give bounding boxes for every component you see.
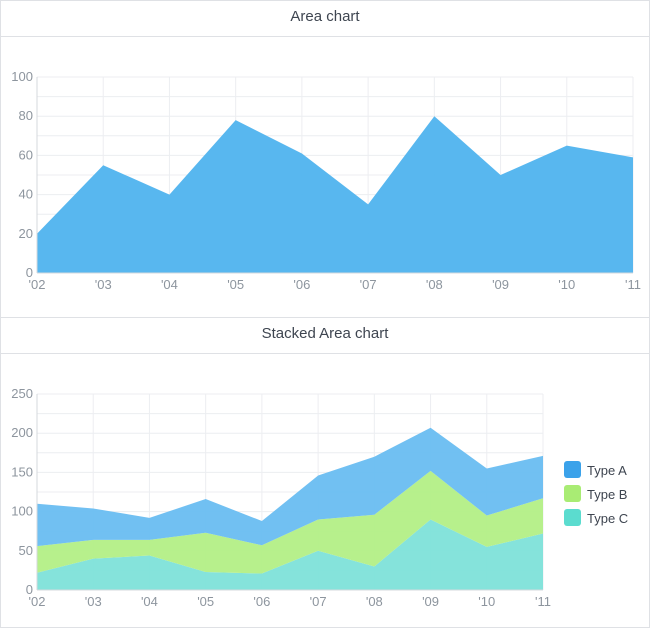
stacked-chart-x-tick-label: '07 — [310, 594, 327, 609]
stacked-chart-legend-swatch — [564, 485, 581, 502]
stacked-chart-x-tick-label: '09 — [422, 594, 439, 609]
stacked-chart-y-tick-label: 100 — [11, 504, 33, 519]
stacked-chart-legend-label: Type B — [587, 487, 627, 502]
stacked-chart-y-tick-label: 250 — [11, 386, 33, 401]
area-chart-y-tick-label: 0 — [26, 265, 33, 280]
stacked-chart-type-a-area — [37, 427, 543, 547]
stacked-area-chart-title: Stacked Area chart — [1, 318, 649, 354]
area-chart-y-tick-label: 80 — [19, 108, 33, 123]
stacked-chart-legend-label: Type C — [587, 511, 628, 526]
area-chart-x-tick-label: '07 — [360, 277, 377, 292]
stacked-chart-y-tick-label: 0 — [26, 582, 33, 597]
area-chart-y-tick-label: 60 — [19, 147, 33, 162]
stacked-chart-x-tick-label: '11 — [535, 594, 551, 609]
stacked-chart-x-tick-label: '08 — [366, 594, 383, 609]
area-chart-x-tick-label: '05 — [227, 277, 244, 292]
area-chart-x-tick-label: '03 — [95, 277, 112, 292]
area-chart-x-tick-label: '10 — [558, 277, 575, 292]
stacked-chart-x-tick-label: '02 — [29, 594, 46, 609]
area-chart-x-tick-label: '06 — [293, 277, 310, 292]
stacked-chart-x-tick-label: '06 — [253, 594, 270, 609]
stacked-chart-legend-label: Type A — [587, 463, 627, 478]
area-chart-x-tick-label: '04 — [161, 277, 178, 292]
stacked-chart-x-tick-label: '05 — [197, 594, 214, 609]
area-chart-y-tick-label: 40 — [19, 187, 33, 202]
area-chart-y-tick-label: 100 — [11, 69, 33, 84]
stacked-chart-x-tick-label: '10 — [478, 594, 495, 609]
stacked-chart-legend-swatch — [564, 461, 581, 478]
area-chart-series-area — [37, 116, 633, 273]
area-chart-x-tick-label: '11 — [625, 277, 641, 292]
area-chart-y-tick-label: 20 — [19, 226, 33, 241]
area-chart-x-tick-label: '02 — [29, 277, 46, 292]
stacked-chart-legend-swatch — [564, 509, 581, 526]
stacked-chart-x-tick-label: '04 — [141, 594, 158, 609]
area-chart-title: Area chart — [1, 1, 649, 37]
stacked-chart-type-b-area — [37, 470, 543, 574]
area-chart-x-tick-label: '09 — [492, 277, 509, 292]
area-chart-x-tick-label: '08 — [426, 277, 443, 292]
stacked-chart-y-tick-label: 200 — [11, 425, 33, 440]
stacked-chart-y-tick-label: 50 — [19, 543, 33, 558]
stacked-chart-type-c-area — [37, 519, 543, 590]
stacked-chart-y-tick-label: 150 — [11, 464, 33, 479]
stacked-chart-x-tick-label: '03 — [85, 594, 102, 609]
